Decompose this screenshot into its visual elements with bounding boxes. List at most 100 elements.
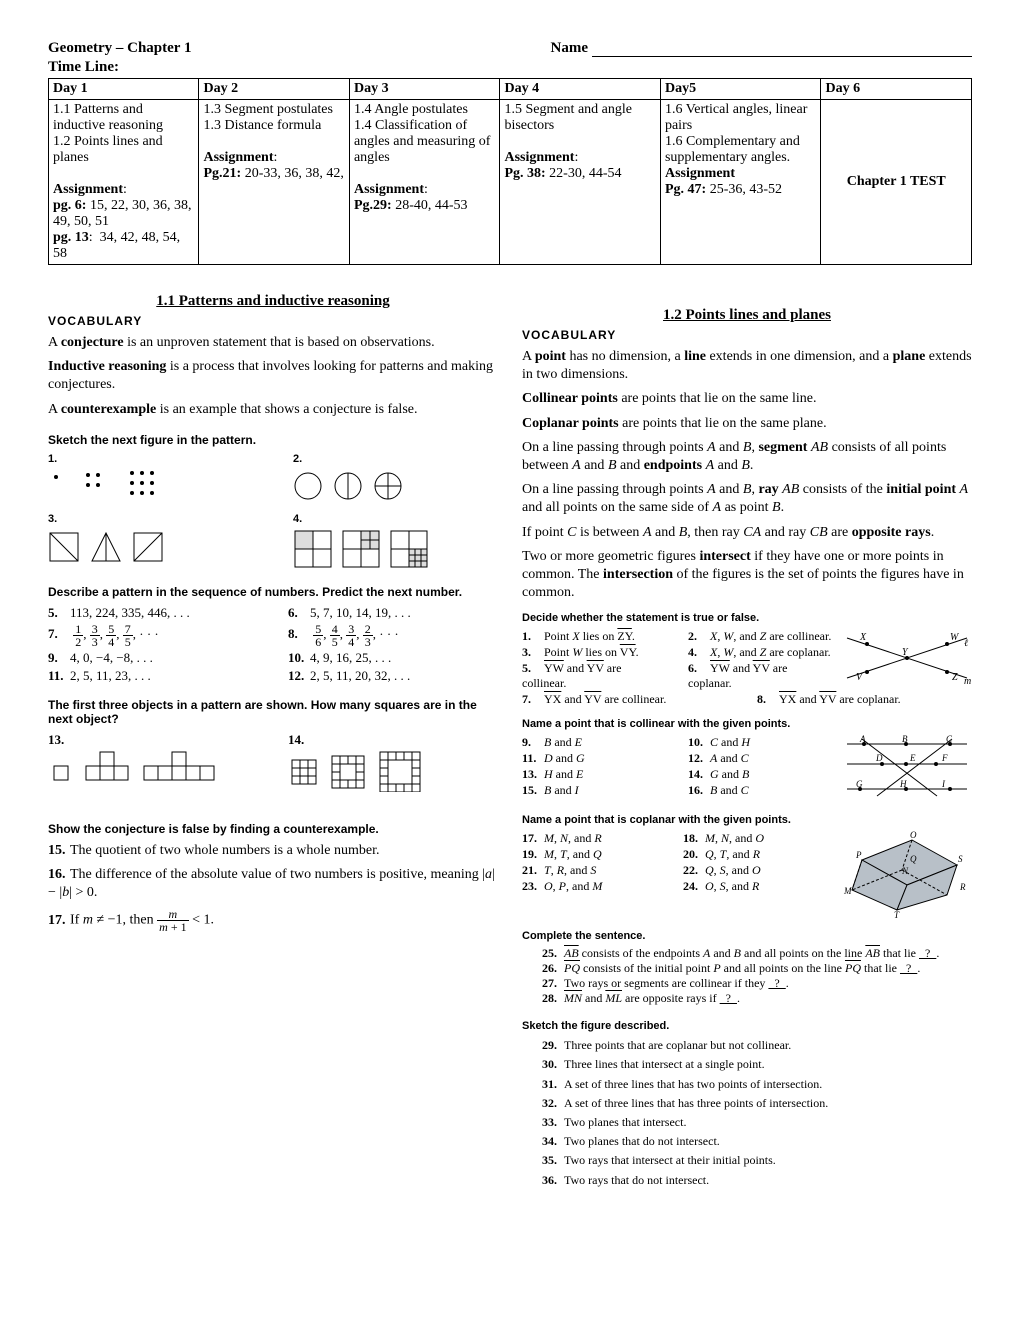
squares-head: The first three objects in a pattern are… xyxy=(48,698,498,726)
sec-1-1-title: 1.1 Patterns and inductive reasoning xyxy=(48,293,498,310)
pattern-row-2: 3. 4. xyxy=(48,513,498,571)
sk33: Two planes that intersect. xyxy=(564,1115,686,1129)
name-label: Name xyxy=(551,40,589,57)
pattern-4: 4. xyxy=(293,513,498,571)
right-column: 1.2 Points lines and planes VOCABULARY A… xyxy=(522,293,972,1190)
complete-head: Complete the sentence. xyxy=(522,930,972,942)
para-inductive: Inductive reasoning is a process that in… xyxy=(48,358,498,394)
circles-pattern-icon xyxy=(293,469,433,503)
seq-12: 2, 5, 11, 20, 32, . . . xyxy=(310,668,410,683)
para-intersect: Two or more geometric figures intersect … xyxy=(522,548,972,603)
timeline-label: Time Line: xyxy=(48,59,972,76)
counter-head: Show the conjecture is false by finding … xyxy=(48,822,498,836)
vocab-label-left: VOCABULARY xyxy=(48,314,498,328)
pattern-13: 13. xyxy=(48,732,258,792)
para-coplanar: Coplanar points are points that lie on t… xyxy=(522,415,972,433)
svg-text:S: S xyxy=(958,854,963,864)
name-blank xyxy=(592,42,972,57)
coplanar-head: Name a point that is coplanar with the g… xyxy=(522,814,972,826)
th-day2: Day 2 xyxy=(199,79,349,100)
svg-text:M: M xyxy=(843,886,852,896)
lines-diagram-1-icon: XW Y VZ ℓm xyxy=(842,628,972,688)
tf-head: Decide whether the statement is true or … xyxy=(522,612,972,624)
para-point: A point has no dimension, a line extends… xyxy=(522,348,972,384)
para-conjecture: A conjecture is an unproven statement th… xyxy=(48,334,498,352)
svg-text:N: N xyxy=(901,866,909,876)
sketch-pattern-head: Sketch the next figure in the pattern. xyxy=(48,433,498,447)
doc-title: Geometry – Chapter 1 xyxy=(48,40,191,56)
complete-questions: 25.AB consists of the endpoints A and B … xyxy=(522,946,972,1006)
seq-row-5-6: 5.113, 224, 335, 446, . . . 6.5, 7, 10, … xyxy=(48,605,498,621)
th-day3: Day 3 xyxy=(349,79,499,100)
sk30: Three lines that intersect at a single p… xyxy=(564,1057,765,1071)
sk34: Two planes that do not intersect. xyxy=(564,1134,720,1148)
svg-text:m: m xyxy=(964,676,971,687)
svg-text:R: R xyxy=(959,882,966,892)
seq-9: 4, 0, −4, −8, . . . xyxy=(70,650,153,665)
svg-text:Z: Z xyxy=(952,672,958,683)
para-counterexample: A counterexample is an example that show… xyxy=(48,401,498,419)
pattern-row-1: 1. 2. xyxy=(48,453,498,503)
grid-pattern-icon xyxy=(293,529,453,571)
lines-diagram-2-icon: ABC DEF GHI xyxy=(842,734,972,804)
p16: 16.The difference of the absolute value … xyxy=(48,866,498,902)
svg-text:P: P xyxy=(855,850,862,860)
svg-text:E: E xyxy=(909,753,916,763)
svg-text:F: F xyxy=(941,753,948,763)
pattern-3: 3. xyxy=(48,513,253,571)
th-day1: Day 1 xyxy=(49,79,199,100)
vocab-label-right: VOCABULARY xyxy=(522,328,972,342)
para-segment: On a line passing through points A and B… xyxy=(522,439,972,475)
seq-6: 5, 7, 10, 14, 19, . . . xyxy=(310,605,411,620)
squares-14-icon xyxy=(288,748,468,792)
timeline-table: Day 1 Day 2 Day 3 Day 4 Day5 Day 6 1.1 P… xyxy=(48,78,972,265)
sketch-questions: 29.Three points that are coplanar but no… xyxy=(522,1036,972,1190)
sec-1-2-title: 1.2 Points lines and planes xyxy=(522,307,972,324)
name-field: Name xyxy=(551,40,973,57)
p17: 17.If m ≠ −1, then mm + 1 < 1. xyxy=(48,908,498,933)
shapes-pattern-icon xyxy=(48,529,198,567)
seq-row-9-10: 9.4, 0, −4, −8, . . . 10.4, 9, 16, 25, .… xyxy=(48,650,498,666)
seq-row-7-8: 7. 12, 33, 54, 75, · · · 8. 56, 45, 34, … xyxy=(48,623,498,648)
para-opposite: If point C is between A and B, then ray … xyxy=(522,524,972,542)
th-day4: Day 4 xyxy=(500,79,661,100)
svg-text:D: D xyxy=(875,753,883,763)
svg-text:I: I xyxy=(941,779,946,789)
collinear-head: Name a point that is collinear with the … xyxy=(522,718,972,730)
th-day6: Day 6 xyxy=(821,79,972,100)
svg-text:X: X xyxy=(859,632,867,643)
svg-text:ℓ: ℓ xyxy=(964,638,968,649)
th-day5: Day5 xyxy=(660,79,821,100)
seq-11: 2, 5, 11, 23, . . . xyxy=(70,668,151,683)
seq-10: 4, 9, 16, 25, . . . xyxy=(310,650,391,665)
pattern-1: 1. xyxy=(48,453,253,503)
para-ray: On a line passing through points A and B… xyxy=(522,481,972,517)
sketch-fig-head: Sketch the figure described. xyxy=(522,1020,972,1032)
seq-row-11-12: 11.2, 5, 11, 23, . . . 12.2, 5, 11, 20, … xyxy=(48,668,498,684)
pattern-2: 2. xyxy=(293,453,498,503)
sk32: A set of three lines that has three poin… xyxy=(564,1096,828,1110)
squares-13-icon xyxy=(48,748,228,784)
svg-text:O: O xyxy=(910,830,917,840)
sk35: Two rays that intersect at their initial… xyxy=(564,1153,776,1167)
svg-text:T: T xyxy=(894,910,900,920)
p15-text: The quotient of two whole numbers is a w… xyxy=(70,843,380,858)
para-collinear: Collinear points are points that lie on … xyxy=(522,390,972,408)
svg-text:Q: Q xyxy=(910,854,917,864)
p15: 15.The quotient of two whole numbers is … xyxy=(48,842,498,860)
pattern-14: 14. xyxy=(288,732,498,792)
dots-pattern-icon xyxy=(48,469,198,499)
table-header-row: Day 1 Day 2 Day 3 Day 4 Day5 Day 6 xyxy=(49,79,972,100)
seq-5: 113, 224, 335, 446, . . . xyxy=(70,605,190,620)
describe-head: Describe a pattern in the sequence of nu… xyxy=(48,585,498,599)
sk29: Three points that are coplanar but not c… xyxy=(564,1038,791,1052)
svg-text:V: V xyxy=(856,672,864,683)
squares-row: 13. 14. xyxy=(48,732,498,792)
page-header: Geometry – Chapter 1 Name xyxy=(48,40,972,57)
content-columns: 1.1 Patterns and inductive reasoning VOC… xyxy=(48,293,972,1190)
sk31: A set of three lines that has two points… xyxy=(564,1077,822,1091)
table-row: 1.1 Patterns and inductive reasoning1.2 … xyxy=(49,100,972,265)
sk36: Two rays that do not intersect. xyxy=(564,1173,709,1187)
left-column: 1.1 Patterns and inductive reasoning VOC… xyxy=(48,293,498,939)
prism-diagram-icon: O S P QN R M T xyxy=(832,830,972,920)
